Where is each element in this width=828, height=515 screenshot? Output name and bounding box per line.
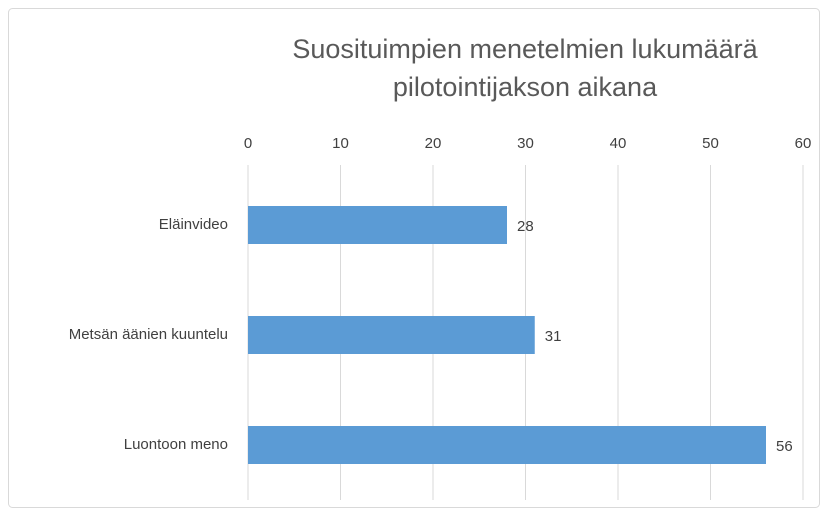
value-label: 56 [776,438,793,455]
bar [248,426,766,464]
x-tick-label: 0 [244,135,252,152]
x-tick-label: 50 [702,135,719,152]
x-tick-label: 40 [610,135,627,152]
x-tick-label: 10 [332,135,349,152]
value-label: 31 [545,328,562,345]
chart-border [8,8,820,508]
bar [248,206,507,244]
y-tick-label: Eläinvideo [159,216,228,233]
x-tick-label: 20 [425,135,442,152]
chart-title: Suosituimpien menetelmien lukumäärä pilo… [292,34,758,102]
x-tick-label: 60 [795,135,812,152]
y-tick-label: Luontoon meno [124,436,228,453]
value-label: 28 [517,218,534,235]
y-tick-label: Metsän äänien kuuntelu [69,326,228,343]
x-tick-label: 30 [517,135,534,152]
bar [248,316,535,354]
